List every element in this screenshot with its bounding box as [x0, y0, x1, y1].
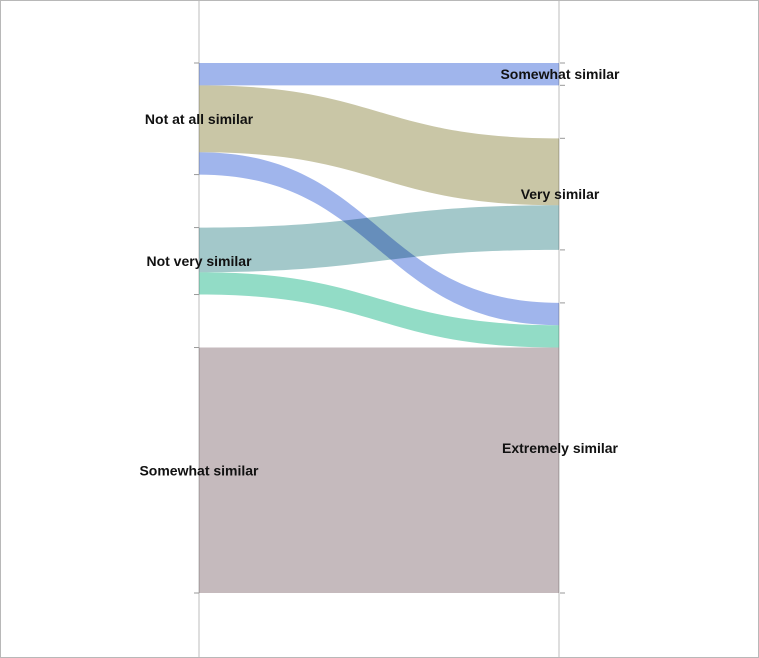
sankey-link — [199, 205, 559, 273]
sankey-link — [199, 63, 559, 86]
right-node-label: Somewhat similar — [500, 66, 620, 82]
links — [199, 63, 559, 593]
right-node-label: Very similar — [521, 186, 600, 202]
left-node-label: Not very similar — [146, 253, 252, 269]
left-node-label: Not at all similar — [145, 111, 254, 127]
sankey-link — [199, 272, 559, 348]
right-node-label: Extremely similar — [502, 440, 619, 456]
sankey-link — [199, 347, 559, 593]
left-node-label: Somewhat similar — [139, 462, 259, 478]
sankey-link — [199, 85, 559, 206]
